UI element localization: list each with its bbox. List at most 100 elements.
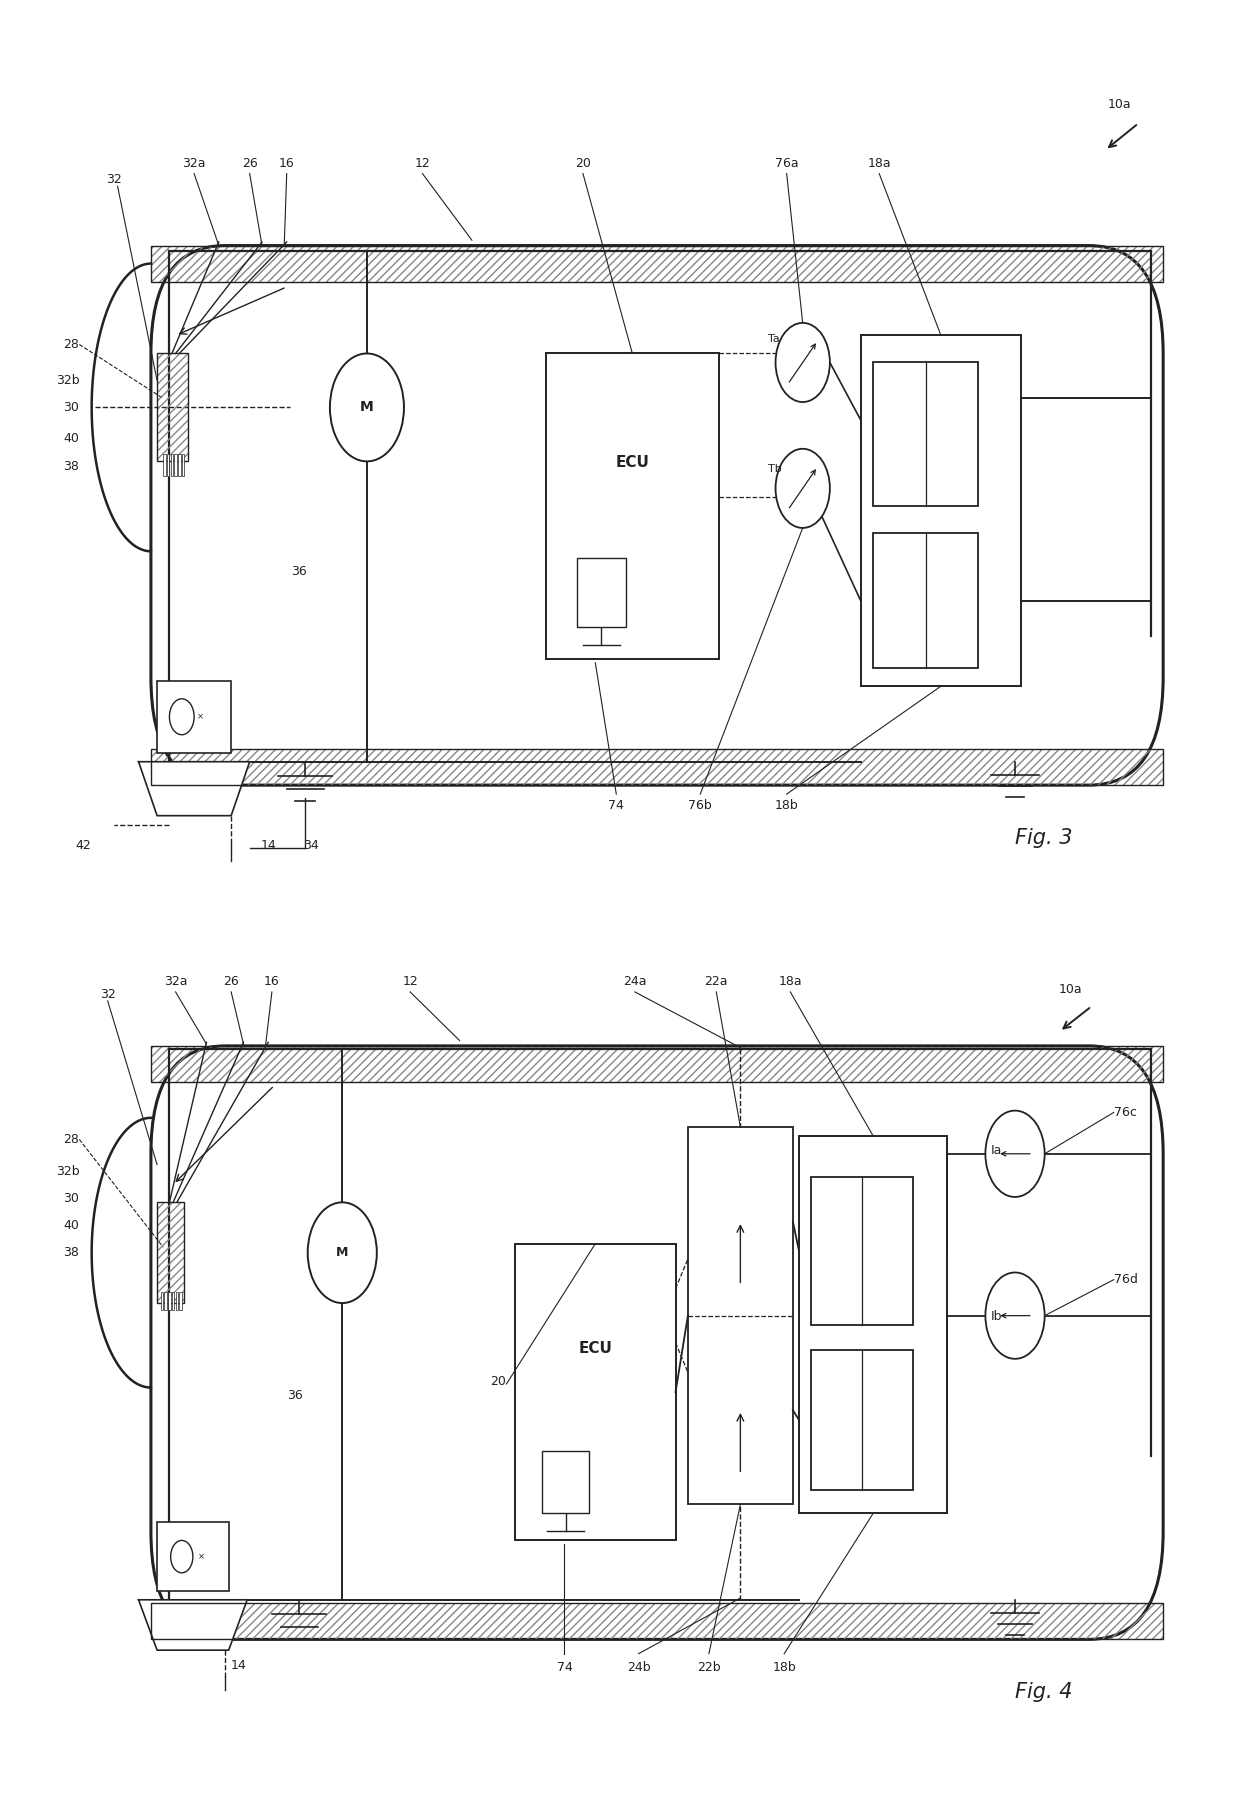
Polygon shape: [139, 761, 249, 815]
FancyBboxPatch shape: [151, 245, 1163, 785]
Text: 76d: 76d: [1114, 1274, 1137, 1286]
Circle shape: [986, 1272, 1044, 1358]
Text: M: M: [360, 400, 373, 415]
Text: 22b: 22b: [697, 1661, 720, 1674]
Bar: [542, 1450, 589, 1514]
Text: 30: 30: [63, 1192, 79, 1205]
Bar: [811, 1178, 913, 1324]
Circle shape: [308, 1201, 377, 1302]
Text: 12: 12: [402, 976, 418, 989]
Circle shape: [170, 698, 195, 734]
Bar: [515, 1243, 676, 1541]
Bar: [151, 245, 1163, 281]
Text: 18a: 18a: [868, 157, 892, 170]
Bar: [180, 1292, 182, 1310]
Text: 18a: 18a: [779, 976, 802, 989]
Text: ECU: ECU: [615, 455, 650, 469]
Text: 76b: 76b: [688, 799, 712, 812]
Bar: [811, 1349, 913, 1490]
Text: 74: 74: [557, 1661, 573, 1674]
Bar: [861, 336, 1022, 686]
Text: 38: 38: [63, 1247, 79, 1259]
Text: Tb: Tb: [768, 464, 782, 474]
Text: M: M: [336, 1247, 348, 1259]
Circle shape: [775, 449, 830, 529]
Text: 16: 16: [264, 976, 280, 989]
Text: 14: 14: [260, 839, 277, 851]
Bar: [151, 1604, 1163, 1640]
Bar: [873, 363, 978, 507]
Text: 14: 14: [231, 1658, 247, 1672]
Bar: [151, 1046, 1163, 1082]
Text: ×: ×: [198, 1551, 205, 1560]
Text: 76a: 76a: [775, 157, 799, 170]
Text: 38: 38: [63, 460, 79, 473]
Text: Ib: Ib: [991, 1310, 1002, 1322]
Text: 36: 36: [291, 565, 308, 579]
Bar: [164, 455, 166, 476]
Text: 28: 28: [63, 1133, 79, 1146]
Text: ECU: ECU: [578, 1342, 613, 1357]
Bar: [182, 455, 185, 476]
Bar: [873, 534, 978, 667]
Bar: [171, 455, 174, 476]
Text: 16: 16: [279, 157, 295, 170]
Text: 28: 28: [63, 337, 79, 352]
Text: 20: 20: [575, 157, 591, 170]
Text: 26: 26: [242, 157, 258, 170]
Text: 10a: 10a: [1058, 983, 1081, 996]
Text: 40: 40: [63, 431, 79, 444]
Bar: [172, 1292, 175, 1310]
Bar: [157, 354, 188, 462]
Text: 74: 74: [609, 799, 624, 812]
Text: 32: 32: [105, 173, 122, 186]
Text: 32b: 32b: [56, 1165, 79, 1178]
Bar: [151, 1604, 1163, 1640]
Text: 36: 36: [286, 1389, 303, 1402]
Text: 34: 34: [304, 839, 319, 851]
Bar: [157, 680, 231, 752]
Text: 24a: 24a: [622, 976, 646, 989]
FancyBboxPatch shape: [151, 1046, 1163, 1640]
Text: 12: 12: [414, 157, 430, 170]
Text: Fig. 3: Fig. 3: [1016, 828, 1073, 848]
Text: 32a: 32a: [164, 976, 187, 989]
Polygon shape: [139, 1600, 247, 1651]
Bar: [151, 245, 1163, 281]
Text: 32: 32: [100, 989, 115, 1001]
Bar: [799, 1137, 947, 1514]
Circle shape: [775, 323, 830, 402]
Bar: [157, 1201, 185, 1302]
Bar: [176, 1292, 179, 1310]
Bar: [577, 559, 626, 626]
Text: 26: 26: [223, 976, 239, 989]
Text: 18b: 18b: [775, 799, 799, 812]
Text: 40: 40: [63, 1220, 79, 1232]
Text: 32b: 32b: [56, 373, 79, 386]
Text: 30: 30: [63, 400, 79, 413]
Bar: [175, 455, 177, 476]
Bar: [688, 1128, 792, 1505]
Text: ×: ×: [197, 713, 203, 722]
Bar: [157, 354, 188, 462]
Bar: [169, 1292, 171, 1310]
Bar: [167, 455, 170, 476]
Bar: [157, 1523, 228, 1591]
Text: 42: 42: [76, 839, 91, 851]
Bar: [179, 455, 181, 476]
Text: 10a: 10a: [1107, 97, 1131, 110]
Bar: [165, 1292, 167, 1310]
Text: Fig. 4: Fig. 4: [1016, 1683, 1073, 1703]
Text: 32a: 32a: [182, 157, 206, 170]
Text: 24b: 24b: [626, 1661, 650, 1674]
Bar: [151, 749, 1163, 785]
Circle shape: [986, 1111, 1044, 1196]
Text: 20: 20: [491, 1375, 506, 1387]
Bar: [157, 1201, 185, 1302]
Text: Ta: Ta: [768, 334, 780, 345]
Bar: [161, 1292, 164, 1310]
Text: Ia: Ia: [991, 1144, 1002, 1158]
Bar: [151, 1046, 1163, 1082]
Circle shape: [171, 1541, 193, 1573]
Bar: [151, 749, 1163, 785]
